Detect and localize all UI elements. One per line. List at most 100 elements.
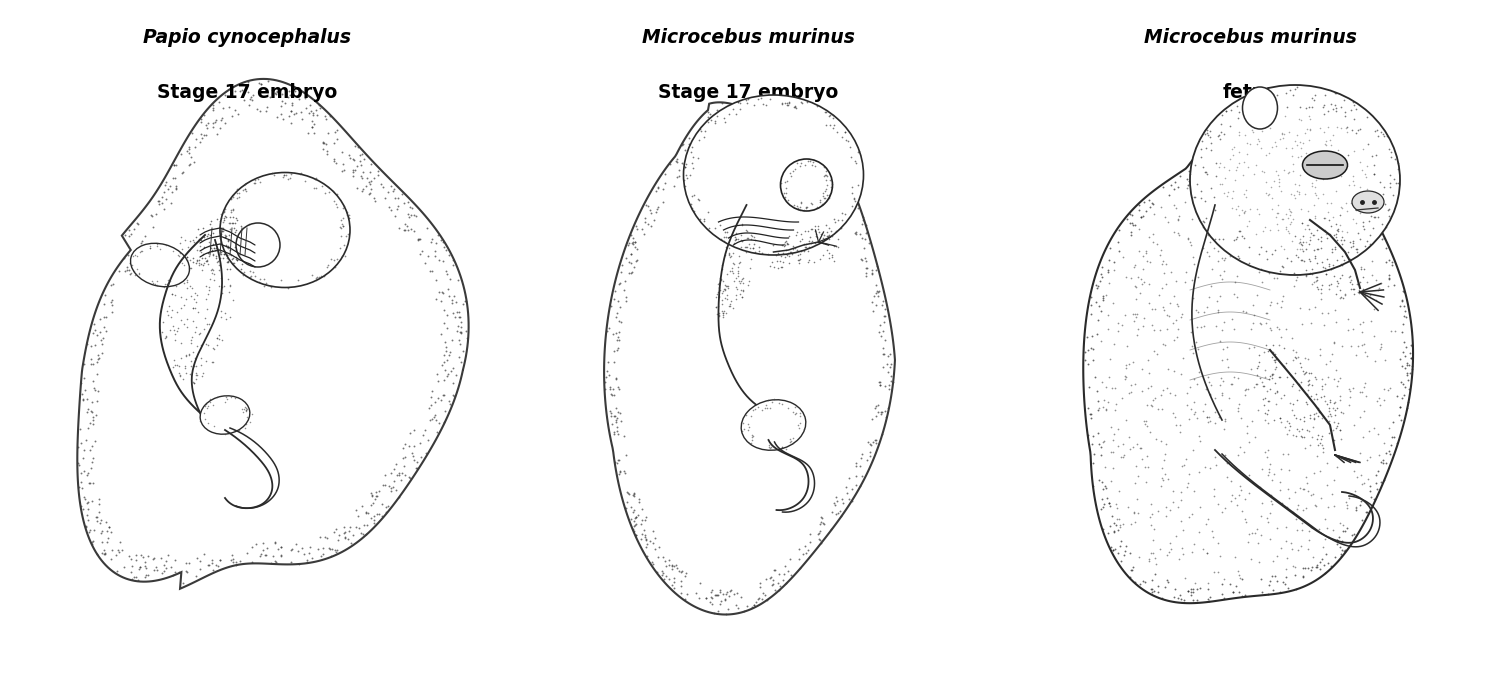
Point bbox=[1283, 112, 1307, 123]
Point bbox=[400, 448, 424, 459]
Point bbox=[1265, 322, 1289, 333]
Point bbox=[228, 424, 251, 435]
Point bbox=[219, 224, 243, 235]
Point bbox=[1243, 309, 1266, 320]
Point bbox=[1367, 449, 1391, 460]
Point bbox=[1216, 127, 1240, 138]
Point bbox=[126, 575, 150, 586]
Point bbox=[1298, 125, 1322, 136]
Point bbox=[1213, 415, 1237, 426]
Point bbox=[672, 167, 696, 178]
Point bbox=[211, 223, 235, 234]
Point bbox=[124, 571, 148, 582]
Point bbox=[190, 132, 214, 144]
Point bbox=[1106, 325, 1130, 336]
Point bbox=[1296, 238, 1320, 249]
Point bbox=[804, 152, 828, 163]
Point bbox=[737, 276, 760, 287]
Point bbox=[133, 571, 157, 582]
Point bbox=[1184, 305, 1208, 316]
Point bbox=[766, 262, 790, 273]
Point bbox=[192, 549, 216, 560]
Point bbox=[1088, 442, 1112, 453]
Point bbox=[1130, 279, 1154, 290]
Point bbox=[741, 129, 765, 140]
Point bbox=[877, 380, 901, 391]
Point bbox=[168, 238, 192, 249]
Point bbox=[792, 134, 816, 145]
Point bbox=[714, 227, 738, 238]
Point bbox=[1198, 596, 1222, 607]
Point bbox=[174, 368, 198, 379]
Point bbox=[1320, 424, 1344, 435]
Point bbox=[141, 210, 165, 221]
Point bbox=[1228, 569, 1251, 580]
Point bbox=[731, 417, 754, 428]
Point bbox=[286, 275, 310, 286]
Point bbox=[269, 549, 293, 560]
Point bbox=[799, 235, 823, 246]
Point bbox=[1362, 168, 1386, 179]
Point bbox=[204, 117, 228, 128]
Point bbox=[72, 384, 96, 395]
Point bbox=[1144, 569, 1168, 580]
Point bbox=[1328, 424, 1352, 435]
Point bbox=[702, 607, 726, 618]
Point bbox=[1295, 366, 1319, 377]
Point bbox=[1257, 507, 1281, 518]
Point bbox=[747, 94, 771, 105]
Point bbox=[94, 537, 118, 548]
Point bbox=[1259, 181, 1283, 193]
Point bbox=[606, 454, 630, 465]
Point bbox=[211, 217, 235, 228]
Point bbox=[1331, 546, 1355, 557]
Point bbox=[196, 250, 220, 262]
Point bbox=[1301, 489, 1325, 500]
Point bbox=[620, 229, 644, 240]
Point bbox=[1296, 168, 1320, 179]
Point bbox=[1240, 527, 1263, 538]
Point bbox=[750, 404, 774, 415]
Point bbox=[1090, 477, 1114, 488]
Point bbox=[298, 541, 322, 552]
Point bbox=[249, 79, 272, 90]
Point bbox=[311, 542, 335, 553]
Point bbox=[277, 85, 301, 96]
Point bbox=[222, 556, 246, 567]
Point bbox=[1187, 582, 1211, 593]
Point bbox=[606, 342, 630, 353]
Point bbox=[757, 442, 781, 453]
Point bbox=[843, 156, 867, 167]
Point bbox=[163, 359, 187, 370]
Point bbox=[237, 253, 260, 264]
Point bbox=[204, 243, 228, 254]
Point bbox=[1310, 294, 1334, 305]
Point bbox=[717, 105, 741, 116]
Point bbox=[109, 544, 133, 555]
Point bbox=[1304, 561, 1328, 572]
Point bbox=[1210, 389, 1234, 400]
Point bbox=[1325, 224, 1349, 235]
Point bbox=[189, 117, 213, 128]
Point bbox=[136, 569, 160, 580]
Point bbox=[355, 506, 379, 518]
Point bbox=[1151, 474, 1175, 485]
Point bbox=[1207, 305, 1231, 316]
Point bbox=[822, 172, 846, 184]
Point bbox=[1213, 423, 1237, 434]
Point bbox=[1226, 141, 1250, 152]
Point bbox=[1290, 116, 1314, 127]
Point bbox=[1304, 125, 1328, 136]
Point bbox=[192, 222, 216, 233]
Point bbox=[769, 262, 793, 273]
Point bbox=[871, 361, 895, 372]
Point bbox=[225, 193, 249, 204]
Point bbox=[253, 273, 277, 284]
Point bbox=[1338, 277, 1362, 288]
Point bbox=[397, 440, 421, 451]
Point bbox=[278, 168, 302, 179]
Point bbox=[72, 493, 96, 504]
Point bbox=[1226, 112, 1250, 124]
Point bbox=[210, 208, 234, 219]
Point bbox=[207, 244, 231, 255]
